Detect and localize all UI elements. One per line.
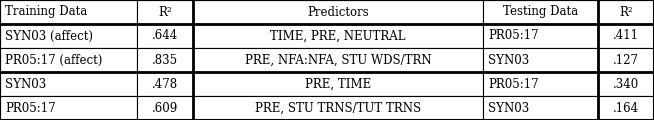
Text: Testing Data: Testing Data: [503, 6, 578, 18]
Bar: [598, 24, 654, 48]
Bar: [598, 96, 654, 120]
Text: Predictors: Predictors: [307, 6, 369, 18]
Text: .478: .478: [152, 78, 179, 90]
Bar: [137, 72, 193, 96]
Bar: [483, 48, 598, 72]
Text: .127: .127: [613, 54, 639, 66]
Text: PRE, NFA:NFA, STU WDS/TRN: PRE, NFA:NFA, STU WDS/TRN: [245, 54, 432, 66]
Bar: [0, 96, 137, 120]
Bar: [598, 0, 654, 24]
Bar: [193, 48, 483, 72]
Text: PR05:17: PR05:17: [5, 102, 56, 114]
Text: PRE, TIME: PRE, TIME: [305, 78, 371, 90]
Bar: [483, 72, 598, 96]
Bar: [0, 0, 137, 24]
Bar: [483, 0, 598, 24]
Text: PR05:17: PR05:17: [489, 78, 539, 90]
Bar: [137, 0, 193, 24]
Text: PR05:17: PR05:17: [489, 30, 539, 42]
Text: SYN03 (affect): SYN03 (affect): [5, 30, 94, 42]
Text: R²: R²: [619, 6, 633, 18]
Bar: [193, 0, 483, 24]
Bar: [483, 96, 598, 120]
Text: SYN03: SYN03: [489, 54, 530, 66]
Text: .411: .411: [613, 30, 639, 42]
Text: .835: .835: [152, 54, 179, 66]
Bar: [137, 24, 193, 48]
Bar: [0, 24, 137, 48]
Bar: [483, 24, 598, 48]
Text: TIME, PRE, NEUTRAL: TIME, PRE, NEUTRAL: [270, 30, 406, 42]
Bar: [0, 72, 137, 96]
Text: .609: .609: [152, 102, 179, 114]
Text: Training Data: Training Data: [5, 6, 88, 18]
Bar: [193, 96, 483, 120]
Bar: [598, 72, 654, 96]
Text: SYN03: SYN03: [5, 78, 46, 90]
Text: .164: .164: [613, 102, 639, 114]
Bar: [137, 96, 193, 120]
Bar: [193, 24, 483, 48]
Bar: [193, 72, 483, 96]
Text: .644: .644: [152, 30, 179, 42]
Text: PRE, STU TRNS/TUT TRNS: PRE, STU TRNS/TUT TRNS: [255, 102, 421, 114]
Text: R²: R²: [158, 6, 172, 18]
Text: .340: .340: [613, 78, 639, 90]
Bar: [137, 48, 193, 72]
Text: SYN03: SYN03: [489, 102, 530, 114]
Text: PR05:17 (affect): PR05:17 (affect): [5, 54, 103, 66]
Bar: [0, 48, 137, 72]
Bar: [598, 48, 654, 72]
